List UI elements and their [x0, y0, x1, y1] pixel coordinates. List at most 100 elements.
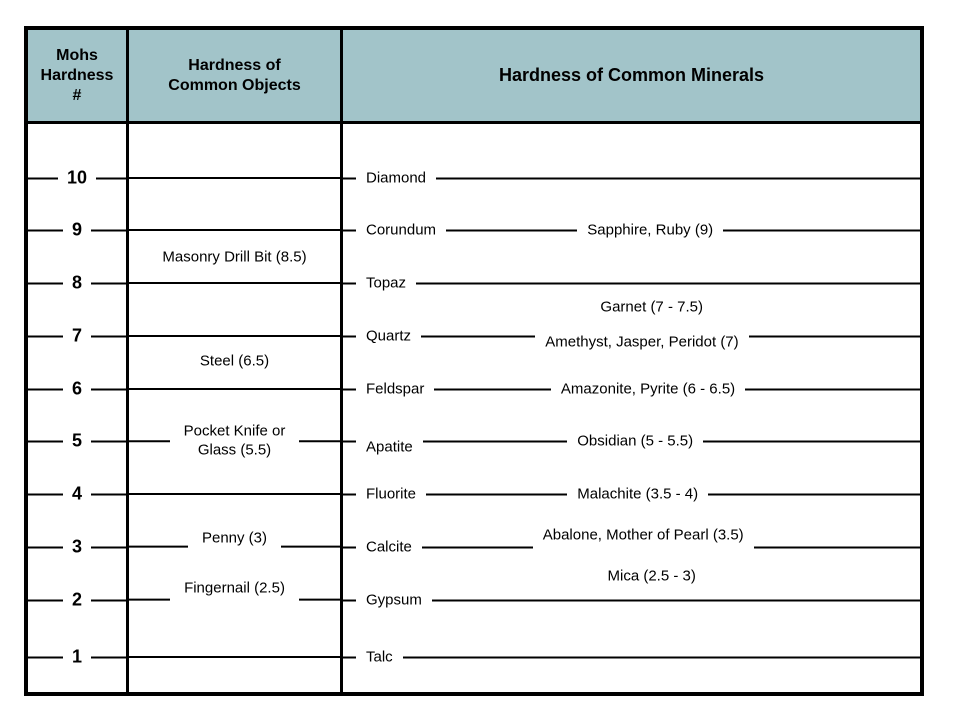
- hardness-level-row-3: 3: [28, 536, 127, 558]
- mineral-row-apatite: Apatite Obsidian (5 - 5.5): [343, 432, 920, 456]
- connector-line: [416, 282, 920, 284]
- hardness-number: 5: [72, 430, 83, 451]
- tick-line: [343, 493, 356, 495]
- tick-line: [91, 229, 127, 231]
- object-row-pocket-knife: Pocket Knife or Glass (5.5): [129, 422, 340, 460]
- tick-line: [91, 388, 127, 390]
- object-label-line: Pocket Knife or: [183, 422, 286, 440]
- hardness-level-row-2: 2: [28, 589, 127, 611]
- level-line: [129, 335, 340, 337]
- connector-line: [426, 493, 568, 495]
- hardness-number: 2: [72, 589, 83, 610]
- connector-line: [402, 656, 920, 658]
- header-mohs-hardness-number: Mohs Hardness #: [28, 30, 129, 121]
- level-line: [129, 282, 340, 284]
- connector-line: [434, 388, 551, 390]
- mineral-name: Feldspar: [366, 380, 425, 398]
- tick-line: [28, 177, 58, 179]
- gem-example-obsidian: Obsidian (5 - 5.5): [577, 432, 694, 450]
- connector-line: [753, 546, 920, 548]
- hardness-level-row-7: 7: [28, 326, 127, 347]
- object-label-masonry-drill-bit: Masonry Drill Bit (8.5): [162, 248, 307, 266]
- connector-line: [421, 546, 533, 548]
- tick-line: [28, 656, 63, 658]
- tick-line: [28, 599, 63, 601]
- tick-line: [28, 388, 63, 390]
- level-line: [299, 440, 340, 442]
- hardness-level-row-8: 8: [28, 273, 127, 294]
- object-label-penny: Penny (3): [201, 529, 268, 547]
- gem-example-abalone-mother-of-pearl: Abalone, Mother of Pearl (3.5): [542, 526, 744, 544]
- tick-line: [343, 599, 356, 601]
- tick-line: [91, 440, 127, 442]
- header-line: Common Objects: [168, 76, 301, 94]
- tick-line: [28, 335, 63, 337]
- common-minerals-column: Diamond Corundum Sapphire, Ruby (9) Topa…: [343, 124, 920, 692]
- tick-line: [343, 177, 356, 179]
- header-common-objects: Hardness of Common Objects: [129, 30, 343, 121]
- connector-line: [422, 440, 568, 442]
- mineral-name: Apatite: [366, 438, 413, 456]
- level-line: [129, 440, 170, 442]
- hardness-level-row-10: 10: [28, 168, 126, 189]
- floating-example-garnet: Garnet (7 - 7.5): [600, 298, 703, 316]
- tick-line: [28, 493, 63, 495]
- level-line: [129, 656, 340, 658]
- gem-example-malachite: Malachite (3.5 - 4): [577, 485, 699, 503]
- hardness-number: 9: [72, 219, 83, 240]
- table-body: 10 9 8 7: [28, 124, 920, 692]
- connector-line: [421, 335, 536, 337]
- object-row-penny: Penny (3): [129, 530, 341, 557]
- connector-line: [431, 599, 920, 601]
- mineral-row-gypsum: Gypsum: [343, 592, 920, 609]
- tick-line: [91, 335, 127, 337]
- tick-line: [343, 656, 356, 658]
- level-line: [129, 599, 171, 601]
- tick-line: [91, 656, 127, 658]
- mineral-row-topaz: Topaz: [343, 275, 920, 292]
- header-line: Hardness of Common Minerals: [498, 65, 765, 86]
- connector-line: [745, 388, 920, 390]
- tick-line: [91, 493, 127, 495]
- header-line: Mohs: [56, 46, 98, 64]
- connector-line: [703, 440, 920, 442]
- connector-line: [723, 229, 920, 231]
- mineral-row-calcite: Calcite Abalone, Mother of Pearl (3.5): [343, 527, 920, 556]
- connector-line: [748, 335, 920, 337]
- hardness-number: 3: [72, 536, 83, 557]
- mineral-name: Fluorite: [366, 485, 417, 503]
- gem-example-amethyst-jasper-peridot: Amethyst, Jasper, Peridot (7): [545, 333, 739, 351]
- mineral-row-feldspar: Feldspar Amazonite, Pyrite (6 - 6.5): [343, 381, 920, 398]
- level-line: [129, 177, 340, 179]
- header-line: #: [72, 86, 82, 104]
- mineral-name: Topaz: [366, 274, 407, 292]
- hardness-number: 10: [66, 167, 88, 188]
- hardness-level-row-9: 9: [28, 219, 127, 241]
- tick-line: [96, 177, 126, 179]
- gem-example-sapphire-ruby: Sapphire, Ruby (9): [587, 221, 714, 239]
- mineral-name: Gypsum: [366, 591, 422, 609]
- tick-line: [28, 282, 63, 284]
- mineral-row-fluorite: Fluorite Malachite (3.5 - 4): [343, 486, 920, 503]
- hardness-number: 6: [72, 378, 83, 399]
- level-line: [129, 493, 340, 495]
- hardness-level-row-4: 4: [28, 484, 127, 505]
- mineral-row-corundum: Corundum Sapphire, Ruby (9): [343, 222, 920, 239]
- tick-line: [343, 440, 356, 442]
- hardness-level-row-6: 6: [28, 378, 127, 400]
- header-line: Hardness: [40, 66, 114, 84]
- level-line: [298, 599, 341, 601]
- tick-line: [28, 546, 63, 548]
- level-line: [281, 546, 341, 548]
- object-label-fingernail: Fingernail (2.5): [184, 579, 285, 597]
- tick-line: [91, 282, 127, 284]
- mineral-name: Calcite: [366, 538, 412, 556]
- mineral-row-quartz: Quartz Amethyst, Jasper, Peridot (7): [343, 328, 920, 351]
- hardness-table: Mohs Hardness # Hardness of Common Objec…: [24, 26, 924, 696]
- level-line: [129, 546, 188, 548]
- connector-line: [708, 493, 920, 495]
- mineral-name: Corundum: [366, 221, 437, 239]
- object-label-steel: Steel (6.5): [199, 352, 270, 370]
- tick-line: [28, 229, 63, 231]
